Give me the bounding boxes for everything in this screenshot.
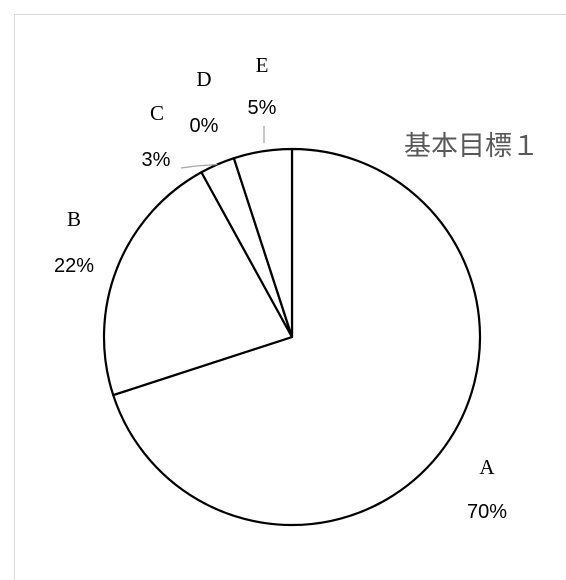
slice-value-b: 22% [54,255,94,277]
pie-slice-e [232,147,294,339]
slice-value-d: 0% [190,115,219,137]
slice-label-d: D [196,67,211,91]
leader-lines [180,126,265,169]
pie-slices [102,147,482,527]
slice-label-a: A [479,455,495,479]
data-labels: A 70% B 22% C 3% D 0% E 5% [54,53,507,523]
slice-label-c: C [150,101,164,125]
slice-label-b: B [67,207,81,231]
slice-value-e: 5% [248,97,277,119]
chart-title: 基本目標１ [404,131,539,162]
pie-slice-b [102,171,294,397]
slice-value-a: 70% [467,501,507,523]
slice-value-c: 3% [142,149,171,171]
slice-label-e: E [256,53,269,77]
pie-slice-a [112,147,482,527]
leader-line-c [180,163,218,169]
